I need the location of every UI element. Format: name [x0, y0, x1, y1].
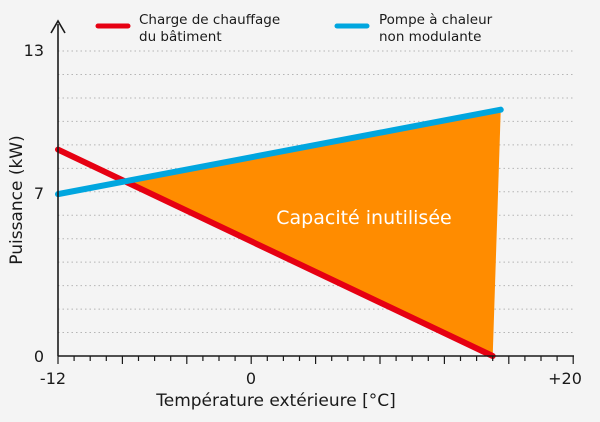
legend: Charge de chauffage du bâtiment Pompe à …	[95, 12, 493, 45]
x-tick-label-plus20: +20	[548, 369, 582, 388]
x-minor-ticks	[57, 356, 574, 364]
x-axis-title: Température extérieure [°C]	[155, 391, 396, 411]
legend-label-heating-load-line1: Charge de chauffage	[139, 12, 280, 28]
y-axis	[50, 19, 66, 356]
series-line-heating-load	[55, 146, 496, 359]
unused-capacity-area	[124, 109, 501, 356]
x-tick-label-0: 0	[246, 369, 256, 388]
legend-label-heat-pump-line1: Pompe à chaleur	[379, 12, 493, 28]
y-tick-label-7: 7	[34, 184, 44, 203]
legend-label-heating-load-line2: du bâtiment	[139, 29, 222, 45]
series-line-heat-pump	[55, 106, 504, 198]
y-tick-label-0: 0	[34, 347, 44, 366]
x-tick-label-minus12: -12	[40, 369, 66, 388]
y-axis-title: Puissance (kW)	[7, 135, 27, 264]
unused-capacity-label: Capacité inutilisée	[276, 207, 451, 229]
y-tick-label-13: 13	[24, 41, 44, 60]
legend-label-heat-pump-line2: non modulante	[379, 29, 481, 45]
